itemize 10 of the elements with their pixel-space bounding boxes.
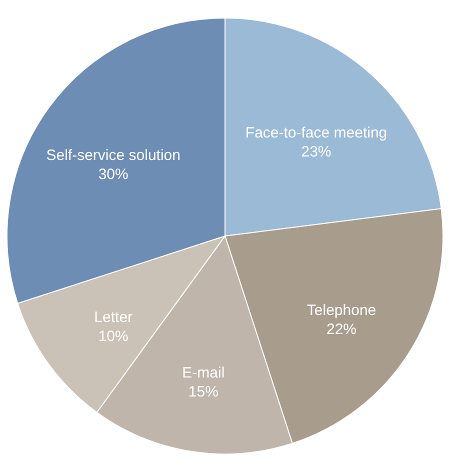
- slice-label: Letter: [94, 309, 133, 326]
- data-label: 22%: [326, 320, 357, 338]
- data-label: 23%: [301, 143, 332, 160]
- slice-label: Self-service solution: [46, 146, 180, 164]
- slice-label: E-mail: [182, 364, 225, 382]
- data-label: 30%: [98, 166, 128, 183]
- data-label: 15%: [188, 383, 218, 400]
- slice-label: Face-to-face meeting: [245, 124, 388, 142]
- slice-label: Telephone: [306, 302, 376, 319]
- data-label: 10%: [98, 328, 128, 346]
